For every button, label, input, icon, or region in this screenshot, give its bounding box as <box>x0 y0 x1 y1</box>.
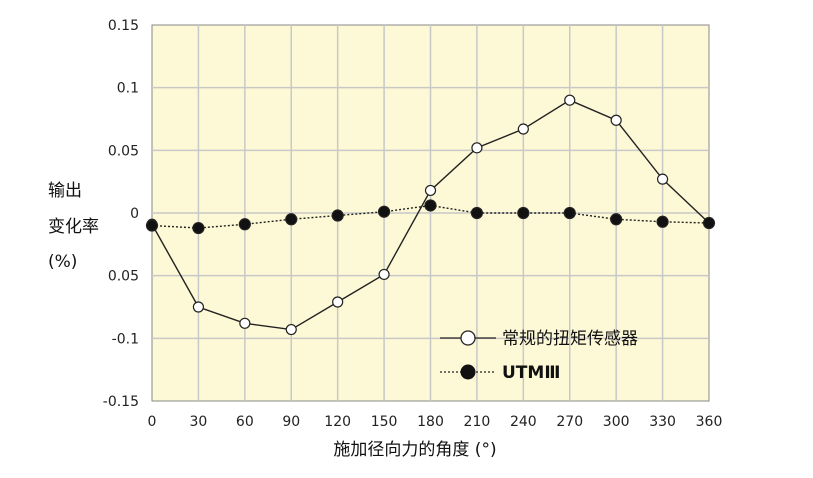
y-axis-title-line-3: (%) <box>48 252 77 272</box>
legend-label-conventional: 常规的扭矩传感器 <box>502 329 638 349</box>
data-point-series-1 <box>285 213 298 226</box>
data-point-series-0 <box>192 301 205 313</box>
x-ticks: 0 30 60 90 120 150 180 210 240 270 300 330 360 <box>148 414 723 430</box>
data-point-series-0 <box>517 123 529 135</box>
data-point-series-0 <box>610 114 622 126</box>
x-tick-label: 270 <box>556 414 583 430</box>
legend-label-utm: UTMⅢ <box>502 363 560 383</box>
x-tick-label: 30 <box>190 414 208 430</box>
x-tick-label: 180 <box>417 414 444 430</box>
x-tick-label: 0 <box>148 414 157 430</box>
series-layer <box>145 94 716 336</box>
y-tick-label: -0.1 <box>112 331 139 347</box>
data-point-series-1 <box>610 213 623 226</box>
data-point-series-0 <box>378 268 390 281</box>
y-ticks: 0.15 0.1 0.05 0 0.05 -0.1 -0.15 <box>103 18 139 410</box>
legend: 常规的扭矩传感器 UTMⅢ <box>440 329 638 383</box>
y-tick-label: 0 <box>130 206 139 222</box>
x-tick-label: 60 <box>236 414 254 430</box>
data-point-series-0 <box>285 323 297 336</box>
data-point-series-1 <box>238 218 251 231</box>
x-tick-label: 90 <box>282 414 300 430</box>
y-tick-label: 0.1 <box>117 81 139 97</box>
data-point-series-1 <box>377 205 391 218</box>
x-axis-title: 施加径向力的角度 (°) <box>333 440 496 460</box>
x-tick-label: 240 <box>510 414 537 430</box>
data-point-series-1 <box>192 221 205 235</box>
x-tick-label: 300 <box>603 414 630 430</box>
legend-marker-utm <box>460 364 476 380</box>
y-tick-label: -0.15 <box>103 394 139 410</box>
x-tick-label: 150 <box>371 414 398 430</box>
y-tick-label: 0.05 <box>108 269 139 285</box>
data-point-series-1 <box>517 206 530 220</box>
data-point-series-1 <box>331 209 344 222</box>
data-point-series-1 <box>424 199 437 212</box>
data-point-series-1 <box>563 206 576 220</box>
data-point-series-0 <box>564 94 576 106</box>
data-point-series-1 <box>470 206 484 220</box>
data-point-series-0 <box>656 173 669 185</box>
data-point-series-0 <box>332 296 344 308</box>
data-point-series-1 <box>656 215 669 228</box>
y-tick-label: 0.05 <box>108 143 139 159</box>
y-axis-title-line-1: 输出 <box>48 181 82 201</box>
data-point-series-0 <box>239 317 251 329</box>
x-tick-label: 210 <box>464 414 491 430</box>
x-tick-label: 120 <box>324 414 351 430</box>
data-point-series-0 <box>424 184 437 197</box>
y-tick-label: 0.15 <box>108 18 139 34</box>
x-tick-label: 360 <box>696 414 723 430</box>
legend-marker-conventional <box>460 330 476 346</box>
data-point-series-1 <box>145 219 159 232</box>
y-axis-title-line-2: 变化率 <box>48 217 99 237</box>
x-tick-label: 330 <box>649 414 676 430</box>
data-point-series-1 <box>702 216 716 230</box>
data-point-series-0 <box>471 142 483 154</box>
